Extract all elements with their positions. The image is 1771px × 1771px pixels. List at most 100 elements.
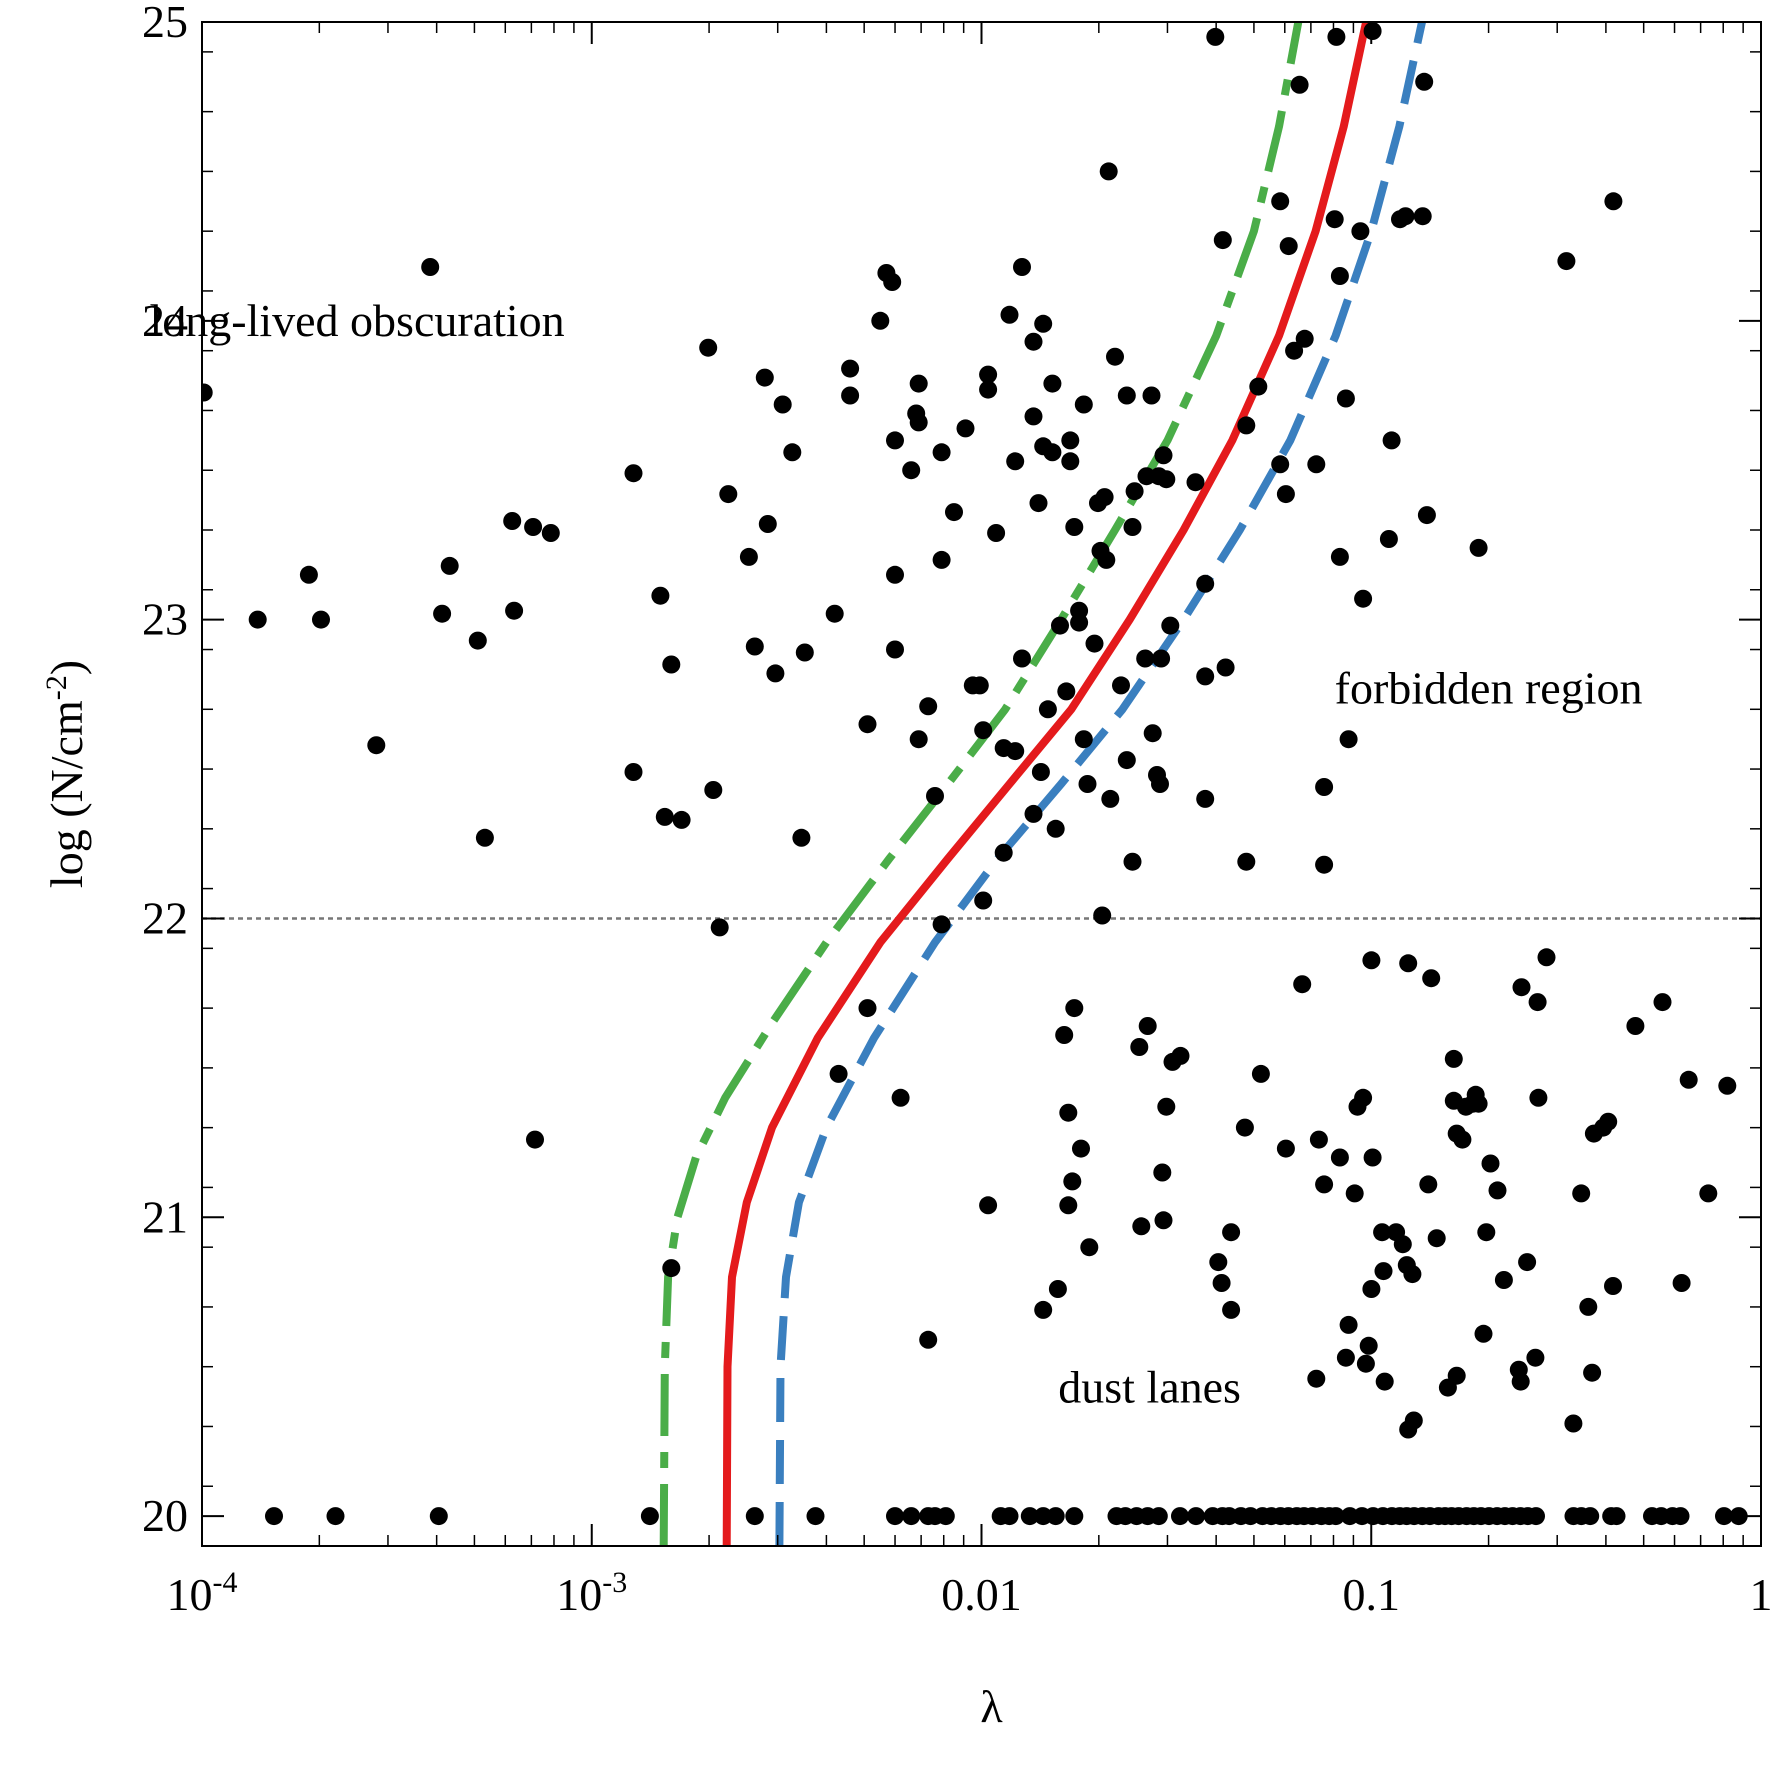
scatter-point [1206,27,1225,46]
scatter-point [1222,1223,1241,1242]
scatter-point [326,1507,345,1526]
scatter-point [1043,443,1062,462]
scatter-point [265,1507,283,1526]
scatter-point [421,258,440,276]
scatter-point [994,843,1013,862]
scatter-point [883,273,902,291]
scatter-point [1187,1507,1205,1526]
scatter-point [624,464,643,483]
scatter-point [1216,658,1235,677]
scatter-point [710,918,729,937]
scatter-point [936,1507,955,1526]
scatter-point [1339,1315,1358,1334]
scatter-point [792,828,811,847]
scatter-point [1362,951,1381,970]
scatter-point [970,676,989,695]
scatter-point [1093,906,1112,925]
scatter-point [739,547,758,566]
scatter-point [1031,763,1050,781]
scatter-point [987,524,1006,542]
scatter-point [1359,1336,1378,1355]
scatter-point [1070,613,1089,632]
scatter-point [640,1507,659,1526]
scatter-point [1136,649,1155,668]
scatter-point [1072,1139,1090,1158]
scatter-point [524,518,543,536]
scatter-point [1024,407,1043,426]
scatter-point [1138,1017,1157,1035]
scatter-point [1237,852,1256,871]
y-tick-label: 21 [142,1191,188,1242]
scatter-point [1196,574,1215,593]
scatter-point [1132,1217,1151,1236]
scatter-point [1572,1184,1591,1203]
scatter-point [1209,1253,1228,1272]
scatter-point [1481,1154,1500,1173]
x-tick-label: 10-3 [556,1566,627,1620]
scatter-point [919,697,938,716]
scatter-point [891,1088,910,1107]
labels-layer: 20 21 22 23 24 25 10-4 10-3 0.01 0.1 1 λ log (N/cm-2… [40,0,1771,1732]
scatter-point [1065,518,1084,536]
scatter-point [1557,252,1576,271]
scatter-point [662,655,681,674]
y-tick-label: 22 [142,892,188,943]
scatter-point [475,828,494,847]
curves-layer [659,22,1426,1546]
scatter-point [1330,547,1349,566]
scatter-point [624,763,643,781]
scatter-point [1729,1507,1748,1526]
y-axis-title: log (N/cm-2) [40,660,92,888]
scatter-point [1336,389,1355,408]
scatter-point [745,637,764,656]
scatter-point [1123,518,1142,536]
scatter-point [745,1507,764,1526]
scatter-point [202,383,213,402]
scatter-point [367,736,386,755]
scatter-point [956,419,975,438]
curve-dashed [775,22,1426,1546]
scatter-point [1413,207,1432,226]
scatter-point [1354,589,1373,608]
scatter-point [651,586,670,605]
scatter-point [1046,1507,1065,1526]
scatter-point [1276,1139,1295,1158]
scatter-points-layer [202,22,1748,1526]
scatter-point [1080,1238,1099,1257]
scatter-point [1157,1097,1176,1116]
scatter-point [1699,1184,1718,1203]
scatter-point [1326,1507,1345,1526]
scatter-point [1059,1196,1078,1215]
scatter-point [1417,506,1436,525]
annotation-label: long-lived obscuration [149,295,564,346]
scatter-point [1153,1163,1172,1182]
scatter-point [1672,1274,1691,1292]
scatter-point [766,664,785,683]
scatter-point [1130,1038,1149,1056]
scatter-point [1356,1354,1375,1373]
scatter-point [1453,1130,1472,1149]
scatter-point [1024,804,1043,823]
scatter-point [1399,954,1418,973]
plot-frame [201,21,1762,1547]
scatter-point [1038,700,1057,719]
scatter-point [1143,724,1162,743]
scatter-point [1626,1017,1645,1035]
scatter-point [1099,162,1118,181]
scatter-point [1679,1070,1698,1089]
scatter-point [979,380,998,399]
scatter-point [1469,1094,1488,1113]
scatter-point [1161,616,1180,635]
scatter-point [312,610,330,629]
scatter-point [1051,616,1069,635]
scatter-point [1013,649,1031,668]
scatter-point [1029,494,1048,513]
annotation-label: dust lanes [1058,1362,1241,1413]
scatter-point [758,515,777,533]
scatter-point [979,365,998,384]
scatter-point [932,443,951,462]
scatter-point [1276,485,1295,504]
scatter-point [858,999,877,1018]
scatter-point [1117,386,1136,405]
scatter-point [719,485,738,504]
